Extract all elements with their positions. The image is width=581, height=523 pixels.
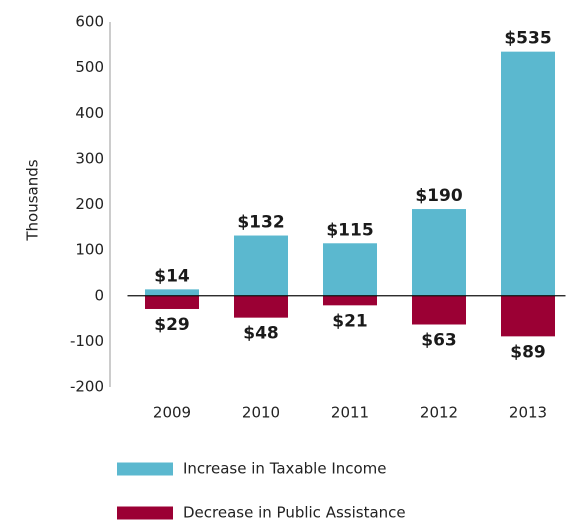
value-label: $132 <box>237 213 284 233</box>
value-label: $115 <box>326 220 373 240</box>
x-tick-label: 2010 <box>242 404 280 422</box>
x-tick-label: 2013 <box>509 404 547 422</box>
value-label: $21 <box>332 311 368 331</box>
x-tick-label: 2011 <box>331 404 369 422</box>
value-label: $190 <box>415 186 462 206</box>
legend-label: Increase in Taxable Income <box>183 460 387 478</box>
value-label: $63 <box>421 330 457 350</box>
bar <box>234 295 288 318</box>
bar <box>501 51 555 296</box>
y-tick-label: 500 <box>75 58 104 76</box>
x-tick-label: 2012 <box>420 404 458 422</box>
value-label: $29 <box>154 315 190 335</box>
value-label: $535 <box>504 29 551 49</box>
y-tick-label: -200 <box>70 378 104 396</box>
y-tick-label: 400 <box>75 104 104 122</box>
y-tick-label: 100 <box>75 241 104 259</box>
legend-swatch <box>117 506 173 520</box>
y-tick-label: 200 <box>75 195 104 213</box>
y-tick-label: 600 <box>75 13 104 31</box>
value-label: $48 <box>243 324 279 344</box>
x-tick-label: 2009 <box>153 404 191 422</box>
bar <box>501 295 555 337</box>
value-label: $14 <box>154 266 190 286</box>
legend-label: Decrease in Public Assistance <box>183 504 406 522</box>
y-tick-label: -100 <box>70 332 104 350</box>
bar <box>234 235 288 296</box>
legend-swatch <box>117 462 173 476</box>
y-tick-label: 0 <box>94 286 104 304</box>
y-axis-label: Thousands <box>24 159 42 241</box>
bar <box>412 295 466 325</box>
bar <box>145 289 199 296</box>
bar <box>323 243 377 296</box>
bar <box>145 295 199 309</box>
bar <box>412 209 466 296</box>
bar <box>323 295 377 306</box>
value-label: $89 <box>510 342 546 362</box>
y-tick-label: 300 <box>75 149 104 167</box>
